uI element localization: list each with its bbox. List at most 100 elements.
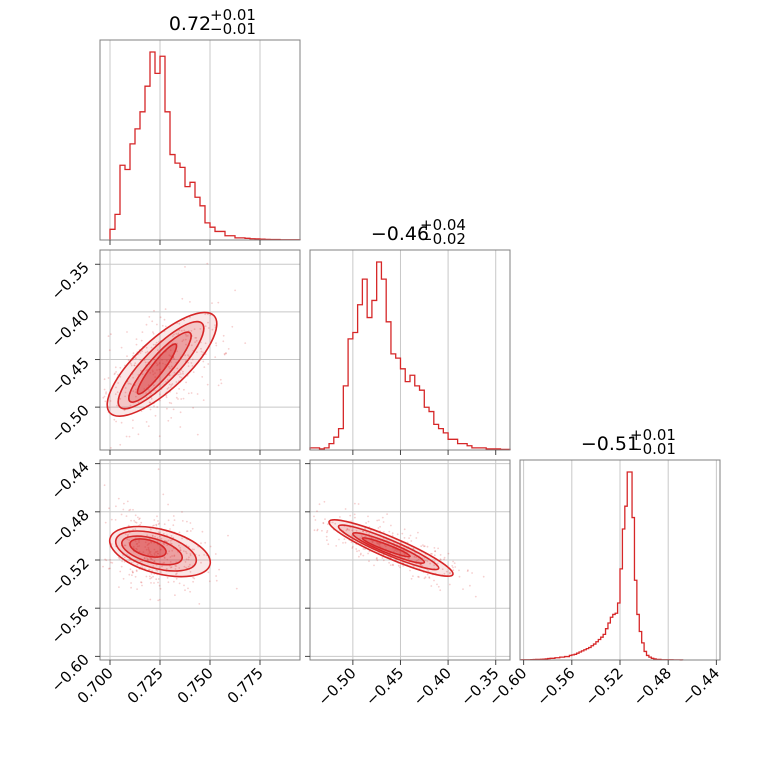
scatter-point [155, 578, 158, 581]
scatter-point [323, 500, 326, 503]
scatter-point [187, 545, 190, 548]
scatter-point [376, 519, 379, 522]
scatter-point [452, 566, 454, 569]
scatter-point [141, 373, 144, 375]
scatter-point [443, 556, 446, 559]
scatter-point [149, 598, 152, 601]
scatter-point [368, 533, 371, 535]
scatter-point [173, 333, 175, 336]
scatter-point [163, 533, 165, 535]
scatter-point [342, 542, 344, 544]
param-title-upper-2: +0.01 [630, 426, 676, 444]
scatter-point [381, 516, 384, 519]
scatter-point [437, 547, 439, 550]
scatter-point [169, 566, 172, 569]
scatter-point [134, 391, 137, 394]
scatter-point [147, 548, 150, 551]
scatter-point [169, 528, 171, 530]
scatter-point [132, 528, 135, 531]
scatter-point [185, 335, 188, 337]
scatter-point [140, 369, 142, 372]
scatter-point [355, 548, 358, 550]
scatter-point [154, 535, 156, 538]
scatter-point [120, 421, 123, 424]
scatter-point [158, 531, 161, 534]
scatter-point [192, 580, 195, 583]
scatter-point [186, 520, 188, 523]
scatter-point [420, 545, 423, 548]
scatter-point [211, 328, 214, 331]
scatter-point [326, 531, 328, 534]
scatter-point [200, 561, 202, 564]
scatter-point [181, 340, 184, 343]
scatter-point [367, 515, 369, 518]
scatter-point [126, 355, 128, 358]
scatter-point [358, 549, 360, 552]
scatter-point [437, 585, 440, 588]
scatter-point [339, 516, 341, 518]
scatter-point [189, 553, 192, 555]
scatter-point [138, 518, 141, 521]
scatter-point [412, 575, 414, 577]
scatter-point [124, 391, 127, 394]
scatter-point [114, 519, 117, 521]
scatter-point [378, 544, 381, 546]
scatter-point [451, 565, 454, 567]
scatter-point [215, 342, 217, 344]
scatter-point [371, 541, 374, 543]
scatter-point [163, 523, 166, 526]
scatter-point [140, 581, 143, 584]
scatter-point [174, 568, 177, 570]
scatter-point [147, 553, 150, 555]
scatter-point [156, 550, 159, 553]
scatter-point [134, 528, 137, 530]
scatter-point [105, 559, 108, 562]
scatter-point [113, 418, 116, 421]
scatter-point [439, 554, 442, 556]
scatter-point [131, 574, 133, 577]
scatter-point [158, 584, 161, 587]
scatter-point [145, 396, 148, 399]
scatter-point [181, 297, 184, 300]
scatter-point [188, 556, 190, 559]
scatter-point [183, 388, 185, 391]
scatter-point [143, 557, 146, 560]
scatter-point [130, 582, 133, 584]
scatter-point [174, 594, 176, 597]
scatter-point [104, 400, 107, 403]
scatter-point [163, 557, 166, 559]
scatter-point [211, 302, 213, 304]
scatter-point [122, 508, 125, 511]
scatter-point [135, 570, 138, 573]
scatter-point [153, 309, 155, 312]
scatter-point [375, 557, 378, 560]
scatter-point [321, 529, 323, 532]
scatter-point [439, 589, 442, 592]
scatter-point [152, 575, 155, 578]
contour-level-0-1-0 [106, 311, 218, 417]
scatter-point [167, 581, 170, 584]
scatter-point [109, 400, 112, 402]
scatter-point [204, 342, 207, 345]
scatter-point [159, 368, 162, 371]
scatter-point [185, 552, 188, 555]
scatter-point [401, 532, 404, 535]
scatter-point [117, 382, 119, 384]
scatter-point [128, 539, 131, 541]
scatter-point [362, 530, 364, 533]
scatter-point [136, 563, 139, 566]
scatter-point [417, 575, 419, 578]
scatter-point [159, 399, 161, 402]
scatter-point [180, 329, 183, 332]
scatter-point [382, 521, 385, 523]
scatter-point [183, 565, 186, 568]
scatter-point [454, 566, 457, 568]
scatter-point [123, 560, 126, 563]
scatter-point [153, 358, 156, 361]
scatter-point [110, 543, 113, 545]
scatter-point [386, 513, 388, 515]
scatter-point [124, 395, 126, 398]
scatter-point [130, 362, 132, 365]
param-title-1: −0.46 [371, 223, 429, 245]
scatter-point [178, 582, 181, 585]
